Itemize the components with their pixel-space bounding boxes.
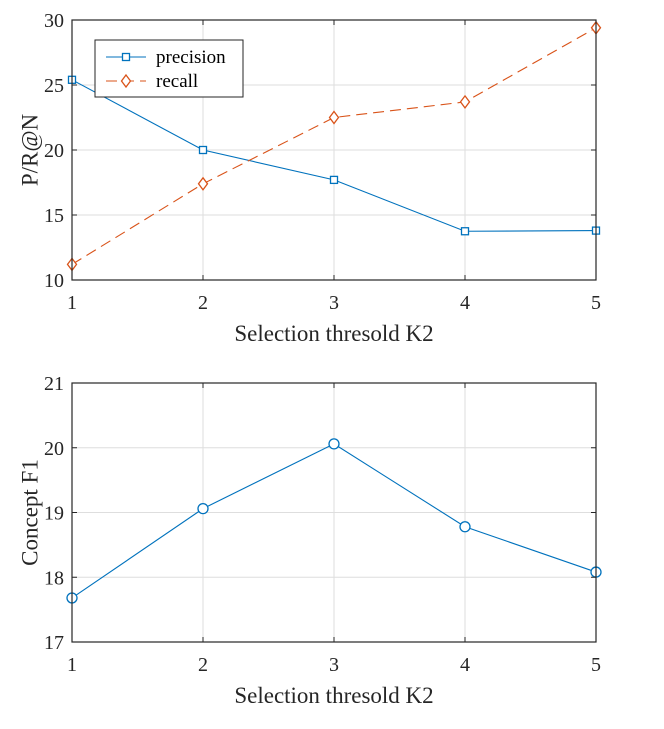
x-tick-label: 1 (67, 292, 77, 314)
y-tick-label: 25 (44, 75, 64, 97)
y-tick-label: 15 (44, 205, 64, 227)
legend-marker-precision (121, 52, 131, 62)
data-point-marker (198, 145, 208, 155)
x-tick-label: 4 (460, 654, 470, 676)
y-tick-label: 17 (44, 632, 64, 654)
x-tick-label: 2 (198, 292, 208, 314)
data-point-marker (459, 94, 471, 109)
y-tick-label: 20 (44, 140, 64, 162)
data-point-marker (329, 175, 339, 185)
legend-label-precision: precision (156, 47, 226, 68)
x-tick-label: 1 (67, 654, 77, 676)
data-point-marker (328, 438, 340, 450)
x-tick-label: 2 (198, 654, 208, 676)
y-axis-label: Concept F1 (18, 459, 43, 566)
y-axis-label: P/R@N (18, 113, 43, 186)
tick-labels: 1 2 3 4 5 17 18 19 20 21 (44, 373, 601, 676)
x-tick-label: 5 (591, 654, 601, 676)
series-line (71, 27, 597, 265)
series-group (66, 438, 602, 604)
grid-lines (71, 382, 597, 643)
precision-recall-chart: 1 2 3 4 5 10 15 20 25 30 Selection thresold K2 P/… (18, 10, 602, 346)
series-concept-f1 (66, 438, 602, 604)
legend-marker-recall (120, 73, 132, 89)
y-tick-label: 30 (44, 10, 64, 32)
tick-labels: 1 2 3 4 5 10 15 20 25 30 (44, 10, 601, 314)
data-point-marker (459, 521, 471, 533)
data-point-marker (197, 502, 209, 515)
x-tick-label: 3 (329, 654, 339, 676)
y-tick-label: 20 (44, 438, 64, 460)
legend: precision recall (94, 39, 244, 98)
series-recall (66, 20, 602, 272)
x-tick-label: 4 (460, 292, 470, 314)
legend-box (94, 39, 244, 98)
data-point-marker (460, 227, 470, 236)
x-tick-label: 5 (591, 292, 601, 314)
x-axis-label: Selection thresold K2 (234, 683, 433, 708)
y-tick-label: 10 (44, 270, 64, 292)
concept-f1-chart: 1 2 3 4 5 17 18 19 20 21 Selection thresold K2 Co… (18, 373, 602, 708)
data-point-marker (328, 110, 340, 125)
y-tick-label: 21 (44, 373, 64, 395)
legend-label-recall: recall (156, 71, 198, 92)
y-tick-label: 18 (44, 567, 64, 589)
x-axis-label: Selection thresold K2 (234, 321, 433, 346)
x-tick-label: 3 (329, 292, 339, 314)
y-tick-label: 19 (44, 503, 64, 525)
data-point-marker (197, 176, 209, 191)
